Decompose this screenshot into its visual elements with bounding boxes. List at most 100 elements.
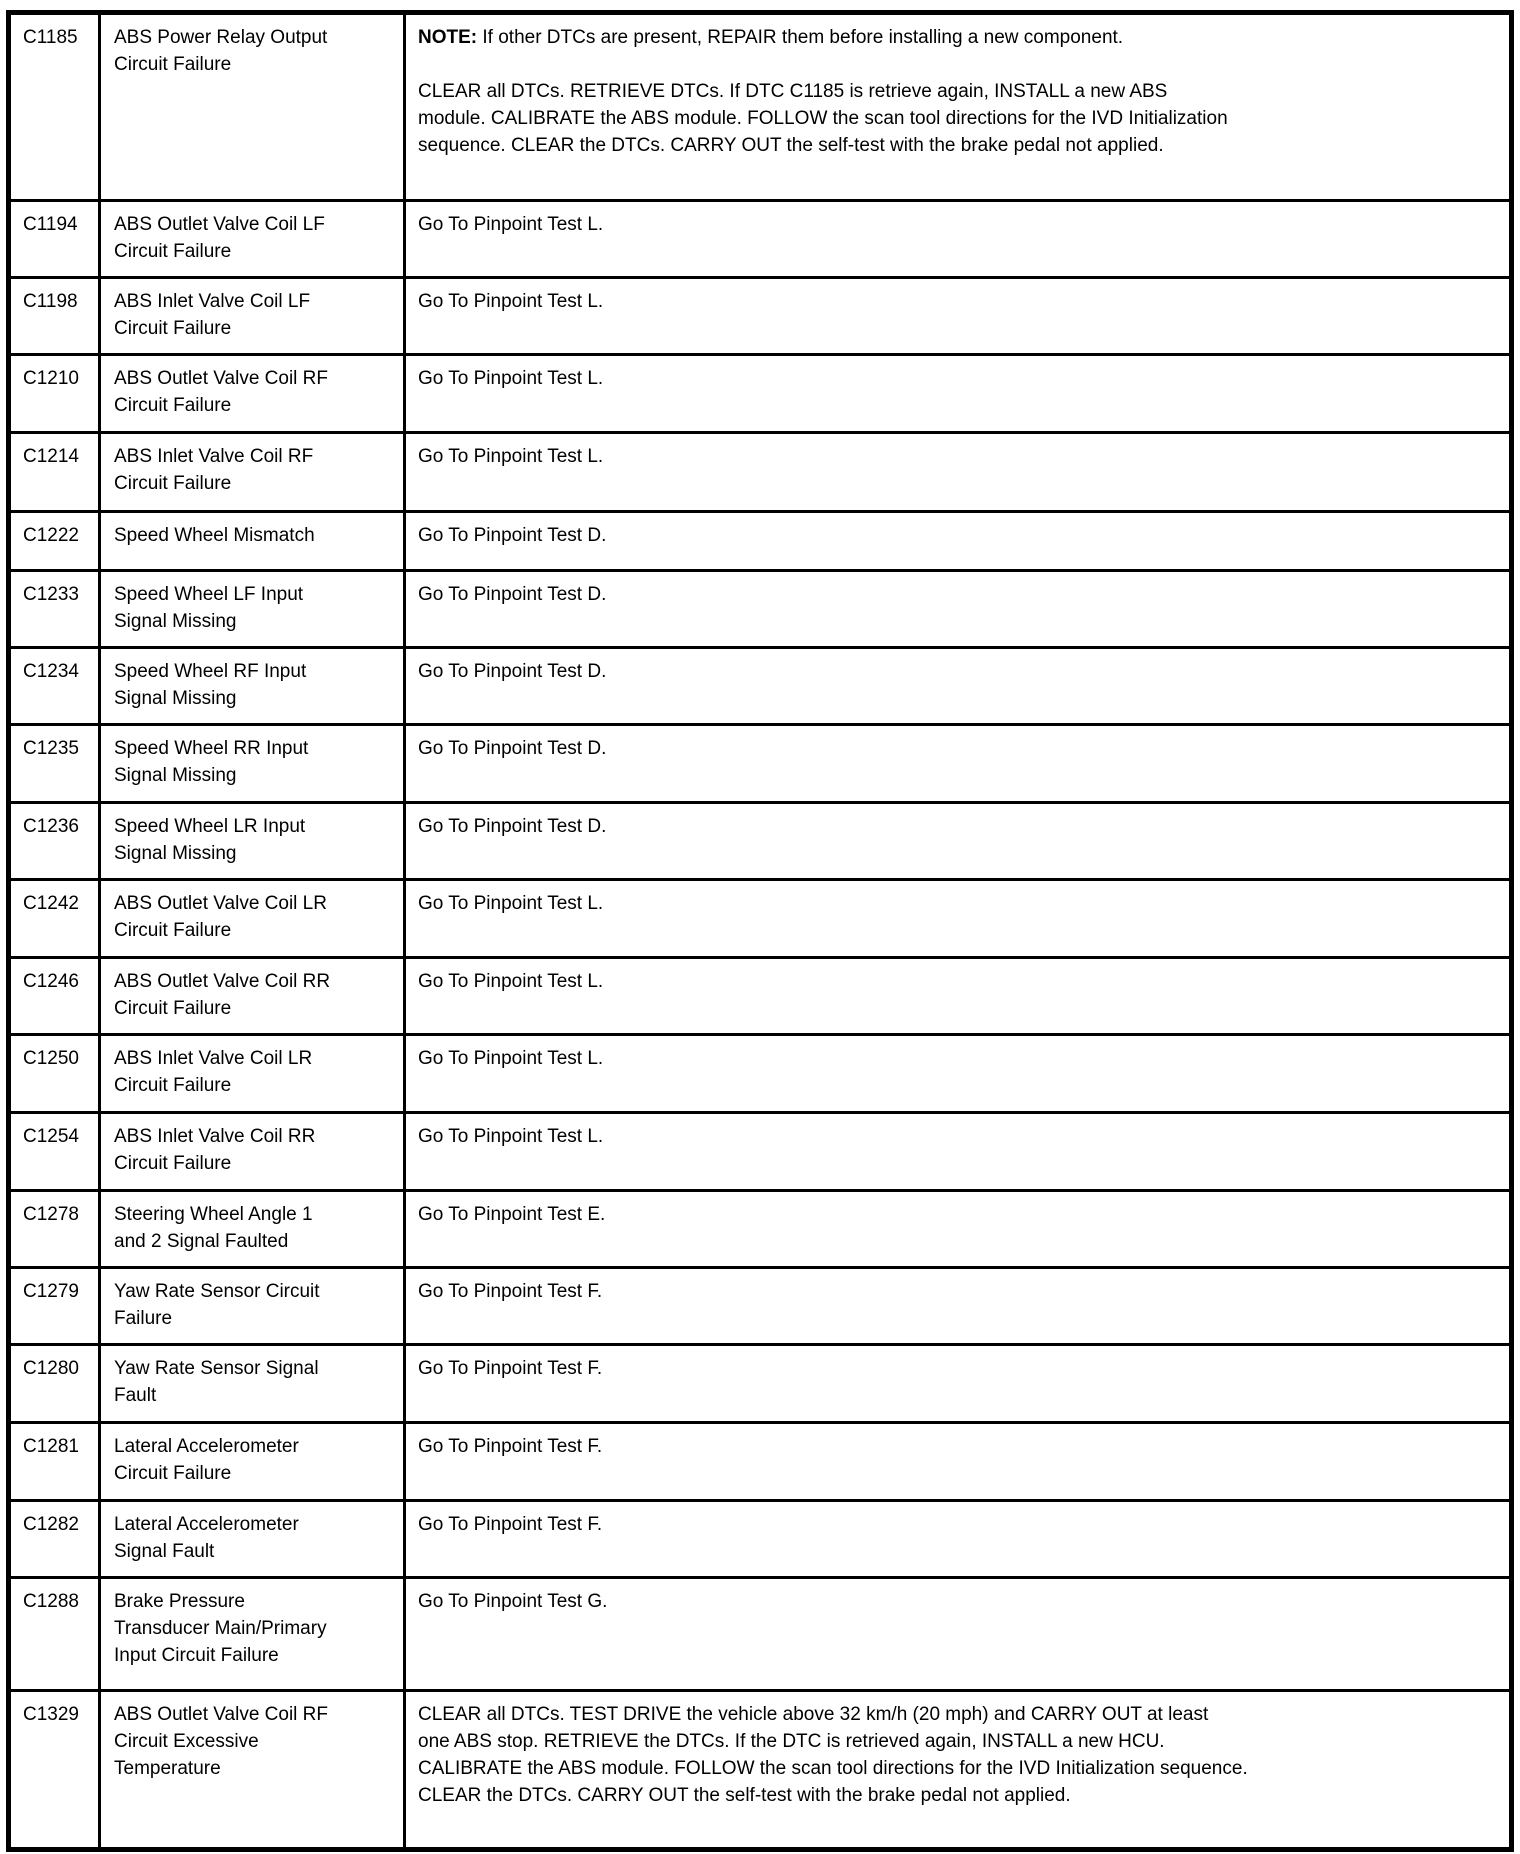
action-paragraph: Go To Pinpoint Test L. (418, 291, 604, 312)
dtc-action-cell: Go To Pinpoint Test F. (403, 1266, 1513, 1346)
dtc-action-cell: Go To Pinpoint Test L. (403, 199, 1513, 279)
note-label: NOTE: (418, 27, 478, 48)
dtc-action-cell: Go To Pinpoint Test F. (403, 1421, 1513, 1502)
dtc-action-cell: CLEAR all DTCs. TEST DRIVE the vehicle a… (403, 1689, 1513, 1851)
dtc-description-cell: ABS Inlet Valve Coil RR Circuit Failure (98, 1111, 406, 1192)
dtc-description-cell: Steering Wheel Angle 1 and 2 Signal Faul… (98, 1189, 406, 1269)
table-row: C1234 Speed Wheel RF Input Signal Missin… (7, 646, 1513, 726)
dtc-code-cell: C1185 (7, 11, 101, 202)
dtc-action-cell: Go To Pinpoint Test L. (403, 1111, 1513, 1192)
dtc-code-cell: C1329 (7, 1689, 101, 1851)
dtc-action-cell: NOTE: If other DTCs are present, REPAIR … (403, 11, 1513, 202)
dtc-code-cell: C1235 (7, 723, 101, 804)
action-paragraph: Go To Pinpoint Test D. (418, 738, 607, 759)
table-row: C1235 Speed Wheel RR Input Signal Missin… (7, 723, 1513, 804)
table-row: C1236 Speed Wheel LR Input Signal Missin… (7, 801, 1513, 881)
dtc-code-cell: C1246 (7, 956, 101, 1036)
action-paragraph: Go To Pinpoint Test D. (418, 525, 607, 546)
dtc-action-cell: Go To Pinpoint Test E. (403, 1189, 1513, 1269)
table-row: C1242 ABS Outlet Valve Coil LR Circuit F… (7, 878, 1513, 959)
table-row: C1279 Yaw Rate Sensor Circuit Failure Go… (7, 1266, 1513, 1346)
dtc-code-cell: C1281 (7, 1421, 101, 1502)
table-row: C1250 ABS Inlet Valve Coil LR Circuit Fa… (7, 1033, 1513, 1114)
table-row: C1280 Yaw Rate Sensor Signal Fault Go To… (7, 1343, 1513, 1424)
dtc-code-cell: C1214 (7, 431, 101, 513)
dtc-action-cell: Go To Pinpoint Test G. (403, 1576, 1513, 1692)
action-paragraph: Go To Pinpoint Test F. (418, 1514, 603, 1535)
dtc-description-cell: ABS Outlet Valve Coil RF Circuit Failure (98, 353, 406, 434)
table-row: C1288 Brake Pressure Transducer Main/Pri… (7, 1576, 1513, 1692)
dtc-action-cell: Go To Pinpoint Test L. (403, 431, 1513, 513)
dtc-description-cell: Brake Pressure Transducer Main/Primary I… (98, 1576, 406, 1692)
dtc-description-cell: ABS Outlet Valve Coil RR Circuit Failure (98, 956, 406, 1036)
dtc-code-cell: C1288 (7, 1576, 101, 1692)
dtc-action-cell: Go To Pinpoint Test F. (403, 1499, 1513, 1579)
table-row: C1198 ABS Inlet Valve Coil LF Circuit Fa… (7, 276, 1513, 356)
table-row: C1246 ABS Outlet Valve Coil RR Circuit F… (7, 956, 1513, 1036)
dtc-code-cell: C1198 (7, 276, 101, 356)
dtc-table: C1185 ABS Power Relay Output Circuit Fai… (6, 10, 1514, 1852)
action-paragraph: CLEAR all DTCs. RETRIEVE DTCs. If DTC C1… (418, 81, 1228, 156)
dtc-description-cell: ABS Outlet Valve Coil RF Circuit Excessi… (98, 1689, 406, 1851)
table-row: C1233 Speed Wheel LF Input Signal Missin… (7, 569, 1513, 649)
dtc-code-cell: C1250 (7, 1033, 101, 1114)
dtc-description-cell: Speed Wheel Mismatch (98, 510, 406, 572)
action-paragraph: Go To Pinpoint Test L. (418, 214, 604, 235)
action-paragraph: Go To Pinpoint Test D. (418, 816, 607, 837)
table-row: C1278 Steering Wheel Angle 1 and 2 Signa… (7, 1189, 1513, 1269)
dtc-code-cell: C1279 (7, 1266, 101, 1346)
action-paragraph: Go To Pinpoint Test G. (418, 1591, 608, 1612)
table-row: C1329 ABS Outlet Valve Coil RF Circuit E… (7, 1689, 1513, 1851)
dtc-table-body: C1185 ABS Power Relay Output Circuit Fai… (7, 11, 1513, 1851)
table-row: C1210 ABS Outlet Valve Coil RF Circuit F… (7, 353, 1513, 434)
action-paragraph: Go To Pinpoint Test D. (418, 584, 607, 605)
action-paragraph: Go To Pinpoint Test F. (418, 1358, 603, 1379)
dtc-description-cell: Speed Wheel RF Input Signal Missing (98, 646, 406, 726)
action-paragraph: Go To Pinpoint Test L. (418, 971, 604, 992)
action-paragraph: NOTE: If other DTCs are present, REPAIR … (418, 27, 1124, 48)
dtc-description-cell: ABS Power Relay Output Circuit Failure (98, 11, 406, 202)
action-paragraph: Go To Pinpoint Test L. (418, 446, 604, 467)
dtc-action-cell: Go To Pinpoint Test L. (403, 353, 1513, 434)
dtc-description-cell: Lateral Accelerometer Circuit Failure (98, 1421, 406, 1502)
action-paragraph: Go To Pinpoint Test L. (418, 893, 604, 914)
dtc-code-cell: C1234 (7, 646, 101, 726)
dtc-description-cell: ABS Outlet Valve Coil LR Circuit Failure (98, 878, 406, 959)
dtc-description-cell: Lateral Accelerometer Signal Fault (98, 1499, 406, 1579)
dtc-description-cell: Speed Wheel LR Input Signal Missing (98, 801, 406, 881)
dtc-action-cell: Go To Pinpoint Test L. (403, 276, 1513, 356)
dtc-description-cell: Yaw Rate Sensor Circuit Failure (98, 1266, 406, 1346)
action-paragraph: Go To Pinpoint Test E. (418, 1204, 606, 1225)
dtc-description-cell: ABS Outlet Valve Coil LF Circuit Failure (98, 199, 406, 279)
dtc-action-cell: Go To Pinpoint Test L. (403, 956, 1513, 1036)
dtc-code-cell: C1282 (7, 1499, 101, 1579)
dtc-action-cell: Go To Pinpoint Test D. (403, 801, 1513, 881)
action-paragraph: Go To Pinpoint Test F. (418, 1436, 603, 1457)
dtc-description-cell: ABS Inlet Valve Coil RF Circuit Failure (98, 431, 406, 513)
dtc-action-cell: Go To Pinpoint Test D. (403, 646, 1513, 726)
table-row: C1222 Speed Wheel Mismatch Go To Pinpoin… (7, 510, 1513, 572)
table-row: C1214 ABS Inlet Valve Coil RF Circuit Fa… (7, 431, 1513, 513)
action-paragraph: Go To Pinpoint Test L. (418, 1048, 604, 1069)
action-paragraph: Go To Pinpoint Test D. (418, 661, 607, 682)
table-row: C1282 Lateral Accelerometer Signal Fault… (7, 1499, 1513, 1579)
dtc-code-cell: C1254 (7, 1111, 101, 1192)
action-paragraph: Go To Pinpoint Test L. (418, 1126, 604, 1147)
dtc-action-cell: Go To Pinpoint Test D. (403, 510, 1513, 572)
dtc-action-cell: Go To Pinpoint Test D. (403, 569, 1513, 649)
dtc-action-cell: Go To Pinpoint Test D. (403, 723, 1513, 804)
dtc-code-cell: C1236 (7, 801, 101, 881)
dtc-action-cell: Go To Pinpoint Test F. (403, 1343, 1513, 1424)
dtc-code-cell: C1278 (7, 1189, 101, 1269)
dtc-code-cell: C1222 (7, 510, 101, 572)
dtc-code-cell: C1233 (7, 569, 101, 649)
table-row: C1281 Lateral Accelerometer Circuit Fail… (7, 1421, 1513, 1502)
action-paragraph: Go To Pinpoint Test L. (418, 368, 604, 389)
dtc-action-cell: Go To Pinpoint Test L. (403, 878, 1513, 959)
dtc-description-cell: Speed Wheel LF Input Signal Missing (98, 569, 406, 649)
dtc-code-cell: C1280 (7, 1343, 101, 1424)
dtc-description-cell: Speed Wheel RR Input Signal Missing (98, 723, 406, 804)
dtc-description-cell: ABS Inlet Valve Coil LF Circuit Failure (98, 276, 406, 356)
action-paragraph: CLEAR all DTCs. TEST DRIVE the vehicle a… (418, 1704, 1248, 1806)
